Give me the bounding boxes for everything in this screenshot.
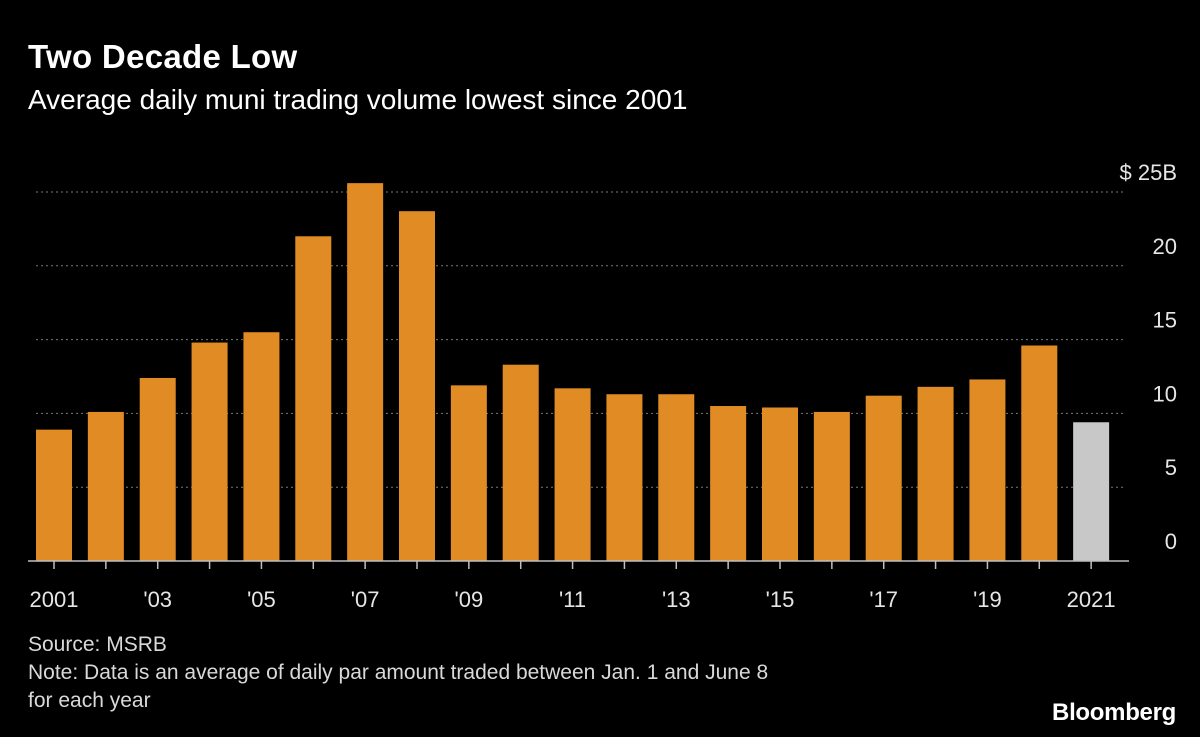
bar-2002 — [87, 411, 124, 561]
bloomberg-logo: Bloomberg — [1052, 699, 1176, 726]
bar-2001 — [36, 429, 72, 561]
bar-2021 — [1073, 422, 1110, 561]
bar-2009 — [450, 385, 487, 561]
y-tick-label: 0 — [1165, 529, 1177, 554]
bar-2006 — [295, 236, 332, 561]
bar-2020 — [1021, 345, 1058, 561]
bar-2017 — [865, 395, 902, 561]
bar-2014 — [710, 406, 747, 561]
x-tick-label: '15 — [766, 587, 795, 612]
y-tick-label: 20 — [1153, 234, 1177, 259]
bar-2008 — [399, 211, 435, 562]
bar-2007 — [347, 183, 384, 562]
bar-2015 — [762, 407, 798, 561]
y-tick-label: 10 — [1153, 381, 1177, 406]
data-note-line2: for each year — [28, 689, 151, 712]
x-tick-label: '17 — [869, 587, 898, 612]
bars — [36, 183, 1110, 562]
bar-2010 — [502, 364, 539, 561]
bar-2003 — [139, 377, 176, 561]
x-tick-label: '19 — [973, 587, 1002, 612]
x-tick-label: 2001 — [30, 587, 79, 612]
x-tick-label: 2021 — [1067, 587, 1116, 612]
source-note: Source: MSRB — [28, 633, 167, 656]
bar-2004 — [191, 342, 228, 561]
bar-2011 — [554, 388, 591, 561]
bar-2005 — [243, 332, 280, 561]
bar-2019 — [969, 379, 1006, 561]
data-note-line1: Note: Data is an average of daily par am… — [28, 661, 769, 684]
y-tick-label: $ 25B — [1120, 160, 1178, 185]
bar-2016 — [813, 411, 850, 561]
x-tick-label: '05 — [247, 587, 276, 612]
x-axis: 2001 '03 '05 '07 '09 '11 '13 '15 '17 '19 2021 — [28, 560, 1129, 612]
x-tick-label: '07 — [351, 587, 380, 612]
bar-2013 — [658, 394, 695, 561]
x-tick-label: '03 — [143, 587, 172, 612]
bar-2012 — [606, 394, 643, 561]
y-tick-label: 5 — [1165, 455, 1177, 480]
y-axis: 0 5 10 15 20 $ 25B — [1120, 160, 1178, 554]
x-tick-label: '09 — [455, 587, 484, 612]
chart-title: Two Decade Low — [28, 38, 298, 75]
y-tick-label: 15 — [1153, 308, 1177, 333]
x-tick-label: '11 — [559, 587, 586, 612]
chart-subtitle: Average daily muni trading volume lowest… — [28, 84, 688, 115]
footer: Source: MSRB Note: Data is an average of… — [28, 631, 768, 715]
bar-2018 — [917, 386, 954, 561]
x-tick-label: '13 — [662, 587, 691, 612]
